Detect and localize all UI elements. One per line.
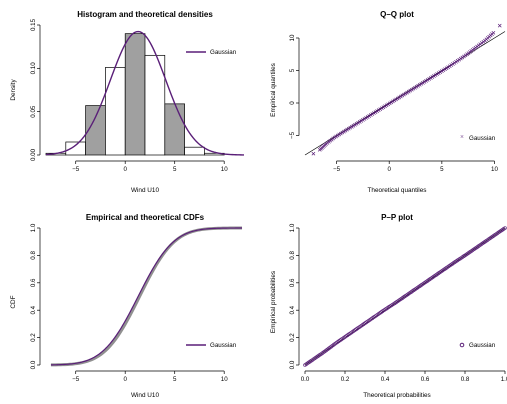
histogram-ylabel: Density: [10, 79, 17, 101]
qq-legend: × Gaussian: [460, 133, 496, 142]
y-tick-label: 0.8: [30, 251, 37, 260]
cdf-panel: Empirical and theoretical CDFs Wind U10 …: [10, 213, 243, 399]
qq-point: [462, 54, 466, 59]
qq-legend-label: Gaussian: [469, 135, 496, 142]
x-tick-label: 0.8: [461, 376, 470, 383]
qq-point: [458, 56, 463, 61]
y-tick-label: −5: [289, 131, 296, 139]
x-tick-label: 1.0: [501, 376, 507, 383]
x-tick-label: 10: [221, 166, 228, 173]
qq-point: [463, 53, 468, 58]
y-tick-label: 0.2: [30, 333, 37, 342]
cdf-xlabel: Wind U10: [131, 392, 160, 399]
histogram-density-curve: [45, 30, 245, 156]
qq-point: [497, 23, 502, 28]
y-tick-label: 0.2: [289, 333, 296, 342]
qq-panel: Q–Q plot Theoretical quantiles Empirical…: [270, 10, 506, 194]
cdf-theoretical-curve: [50, 227, 243, 366]
pp-ylabel: Empirical probabilities: [270, 271, 277, 333]
x-tick-label: 0.6: [421, 376, 430, 383]
y-tick-label: 0.6: [289, 278, 296, 287]
histogram-bar: [65, 141, 86, 156]
cdf-ylabel: CDF: [10, 295, 17, 308]
pp-xlabel: Theoretical probabilities: [363, 392, 431, 399]
gaussian-cdf-line: [50, 227, 243, 366]
qq-point: [491, 30, 496, 35]
x-tick-label: −5: [333, 166, 341, 173]
qq-point: [457, 57, 462, 62]
pp-panel: P–P plot Theoretical probabilities Empir…: [270, 213, 507, 399]
legend-circle-marker: [459, 342, 465, 348]
x-tick-label: 10: [491, 166, 498, 173]
x-tick-label: 10: [221, 376, 228, 383]
y-tick-label: 0.4: [289, 305, 296, 314]
histogram-bar: [105, 67, 126, 156]
y-tick-label: 0.10: [30, 62, 37, 75]
pp-legend: Gaussian: [459, 342, 496, 349]
gaussian-density-line: [45, 30, 245, 156]
y-tick-label: 1.0: [289, 223, 296, 232]
y-tick-label: 10: [289, 34, 296, 41]
x-tick-label: 5: [173, 376, 177, 383]
y-tick-label: 0: [289, 101, 296, 105]
qq-point: [452, 61, 457, 65]
qq-point: [449, 63, 454, 67]
y-tick-label: 0.6: [30, 278, 37, 287]
histogram-bar: [164, 103, 185, 156]
legend-cross-marker: ×: [460, 133, 464, 141]
x-tick-label: 0: [123, 376, 127, 383]
histogram-legend-label: Gaussian: [210, 49, 237, 56]
x-tick-label: 0.4: [381, 376, 390, 383]
histogram-xlabel: Wind U10: [131, 187, 160, 194]
histogram-legend: Gaussian: [186, 49, 237, 56]
y-tick-label: 0.0: [30, 360, 37, 369]
x-tick-label: 0.0: [301, 376, 310, 383]
x-tick-label: 0: [123, 166, 127, 173]
pp-points: [303, 226, 507, 367]
qq-point: [446, 65, 451, 70]
x-tick-label: −5: [72, 376, 80, 383]
y-tick-label: 0.0: [289, 360, 296, 369]
qq-point: [311, 151, 316, 156]
y-tick-label: 0.05: [30, 105, 37, 118]
histogram-panel: Histogram and theoretical densities Wind…: [10, 10, 245, 194]
qq-xlabel: Theoretical quantiles: [368, 187, 427, 194]
histogram-bar: [184, 146, 205, 156]
histogram-bar: [124, 33, 146, 156]
y-tick-label: 0.00: [30, 148, 37, 161]
pp-legend-label: Gaussian: [469, 342, 496, 349]
qq-ylabel: Empirical quantiles: [270, 63, 277, 117]
qq-point: [455, 58, 460, 63]
y-tick-label: 1.0: [30, 223, 37, 232]
qq-point: [460, 55, 465, 60]
y-tick-label: 5: [289, 68, 296, 72]
qq-title: Q–Q plot: [380, 10, 414, 19]
pp-axes: 0.0 0.2 0.4 0.6 0.8 1.0 0.0 0.2 0.4 0.6 0.8 1.0: [289, 223, 507, 383]
y-tick-label: 0.15: [30, 18, 37, 31]
qq-axes: −5 0 5 10 −5 0 5 10: [289, 34, 498, 173]
qq-points: [311, 23, 502, 156]
histogram-bars: [45, 33, 225, 156]
pp-title: P–P plot: [381, 213, 413, 222]
cdf-title: Empirical and theoretical CDFs: [86, 213, 205, 222]
cdf-legend: Gaussian: [186, 342, 237, 349]
x-tick-label: 5: [173, 166, 177, 173]
qq-point: [451, 62, 455, 66]
cdf-axes: −5 0 5 10 0.0 0.2 0.4 0.6 0.8 1.0: [30, 223, 228, 383]
qq-point: [447, 64, 452, 69]
x-tick-label: 0.2: [341, 376, 350, 383]
x-tick-label: 5: [440, 166, 444, 173]
y-tick-label: 0.8: [289, 251, 296, 260]
y-tick-label: 0.4: [30, 305, 37, 314]
x-tick-label: 0: [387, 166, 391, 173]
histogram-axes: −5 0 5 10 0.00 0.05 0.10 0.15: [30, 18, 228, 173]
qq-point: [454, 59, 458, 64]
cdf-legend-label: Gaussian: [210, 342, 237, 349]
histogram-title: Histogram and theoretical densities: [77, 10, 213, 19]
x-tick-label: −5: [72, 166, 80, 173]
